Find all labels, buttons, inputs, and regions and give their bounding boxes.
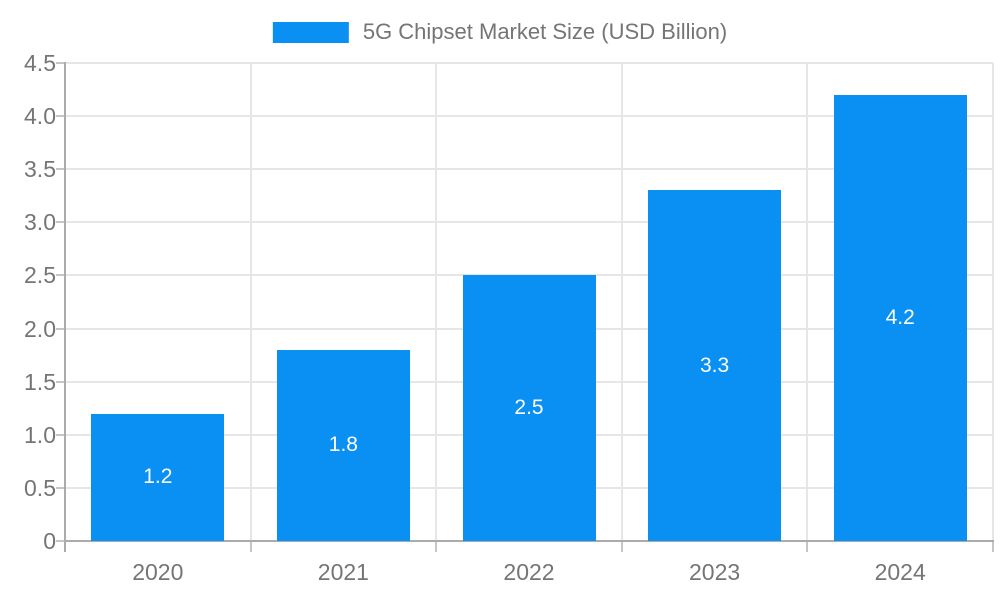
x-axis-line	[64, 540, 994, 542]
y-tick-label: 4.0	[24, 103, 56, 130]
bar-value-label: 3.3	[699, 353, 730, 377]
bar-value-label: 1.8	[328, 433, 358, 457]
y-tick-label: 3.0	[24, 209, 56, 236]
legend-swatch	[272, 21, 349, 43]
x-tick-label: 2022	[503, 559, 555, 585]
y-tick-label: 3.5	[24, 156, 56, 183]
y-tick	[56, 62, 65, 64]
x-tick	[806, 541, 809, 552]
x-tick	[620, 541, 623, 552]
y-tick-label: 4.5	[24, 50, 56, 76]
gridline	[65, 168, 993, 171]
y-tick	[56, 115, 65, 118]
x-tick-label: 2024	[874, 559, 926, 585]
chart-legend[interactable]: 5G Chipset Market Size (USD Billion)	[272, 19, 728, 44]
y-tick-label: 1.0	[24, 421, 56, 448]
gridline	[65, 62, 993, 64]
y-tick-label: 2.5	[24, 262, 56, 289]
gridline	[435, 63, 438, 541]
bar-value-label: 1.2	[143, 465, 173, 489]
gridline	[249, 63, 252, 541]
y-tick	[56, 274, 65, 277]
y-tick-label: 1.5	[24, 368, 56, 395]
y-tick	[56, 221, 65, 224]
x-tick	[249, 541, 252, 552]
y-tick	[56, 327, 65, 330]
bar-2022[interactable]	[462, 275, 596, 541]
x-tick	[992, 541, 994, 552]
y-tick	[56, 168, 65, 171]
y-tick	[56, 433, 65, 436]
legend-label: 5G Chipset Market Size (USD Billion)	[362, 19, 728, 44]
x-tick-label: 2020	[132, 559, 184, 585]
gridline	[620, 63, 623, 541]
gridline	[65, 221, 993, 224]
y-tick	[56, 540, 65, 542]
bar-2021[interactable]	[276, 349, 410, 541]
y-tick	[56, 380, 65, 383]
gridline	[992, 63, 994, 541]
y-tick-label: 0	[43, 528, 56, 554]
y-tick-label: 0.5	[24, 474, 56, 501]
bar-value-label: 2.5	[514, 396, 544, 420]
bar-value-label: 4.2	[885, 305, 915, 329]
y-tick-label: 2.0	[24, 315, 56, 342]
x-tick-label: 2021	[317, 559, 369, 585]
y-axis-line	[64, 62, 66, 552]
bar-2023[interactable]	[648, 190, 782, 541]
y-tick	[56, 486, 65, 489]
x-tick	[435, 541, 438, 552]
bar-2020[interactable]	[91, 413, 225, 541]
x-tick-label: 2023	[689, 559, 741, 585]
gridline	[806, 63, 809, 541]
gridline	[65, 115, 993, 118]
bar-2024[interactable]	[833, 94, 967, 541]
